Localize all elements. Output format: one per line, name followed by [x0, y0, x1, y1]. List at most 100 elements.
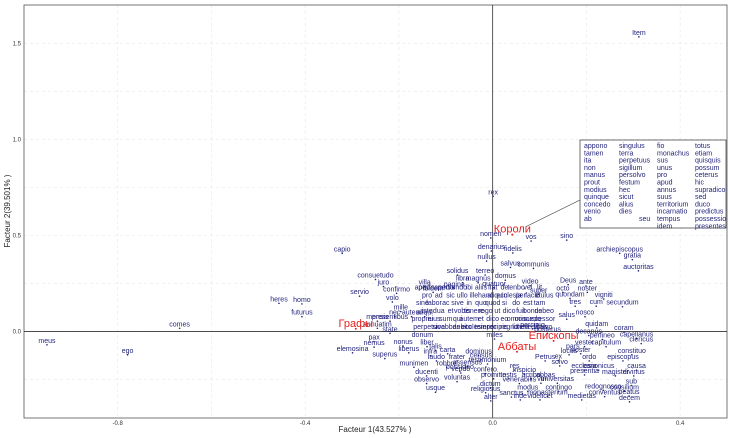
point-label: constituo: [618, 348, 646, 355]
crowd-word: ibi: [466, 284, 473, 291]
plot-frame: [23, 4, 728, 419]
point-marker: [456, 380, 458, 383]
crowd-word: eius: [428, 316, 441, 323]
box-word: tamen: [584, 150, 604, 157]
point-label: consuetudo: [357, 272, 393, 279]
point-marker: [432, 291, 434, 294]
box-word: territorium: [657, 201, 689, 208]
x-tick-label: 0.4: [676, 421, 685, 427]
y-tick-label: 0.5: [13, 234, 22, 240]
point-marker: [445, 366, 448, 369]
box-word: monachus: [657, 150, 690, 157]
cluster-marker: [516, 350, 519, 353]
crowd-word: dico: [486, 316, 499, 323]
crowd-word: per: [516, 292, 527, 299]
box-word: quinque: [584, 194, 609, 201]
point-label: cum: [590, 299, 603, 306]
point-marker: [178, 327, 181, 330]
box-word: fio: [657, 143, 665, 150]
point-marker: [588, 360, 591, 362]
box-word: singulus: [619, 143, 645, 150]
point-marker: [489, 400, 492, 402]
box-word: presentes: [695, 223, 726, 230]
point-label: mensis: [366, 314, 389, 321]
box-word: possum: [695, 165, 720, 172]
crowd-word: fiat: [488, 284, 497, 291]
point-marker: [583, 345, 586, 348]
point-label: modus: [517, 384, 539, 391]
point-marker: [490, 250, 493, 252]
crowd-word: pro: [422, 292, 432, 299]
point-label: fidelis: [504, 246, 522, 253]
point-marker: [477, 281, 479, 284]
point-marker: [489, 237, 492, 239]
x-tick-label: 0.0: [488, 421, 497, 427]
crowd-word: eo: [500, 316, 508, 323]
point-label: observo: [414, 377, 439, 384]
point-label: dominus: [465, 349, 492, 356]
box-leader-line: [525, 199, 581, 228]
crowd-word: si: [502, 300, 508, 307]
point-label: servio: [350, 289, 369, 296]
point-marker: [389, 320, 391, 322]
crowd-word: solvo: [536, 324, 552, 331]
point-marker: [453, 287, 456, 290]
point-label: communis: [517, 261, 549, 268]
point-label: capitulum: [591, 340, 621, 347]
point-marker: [456, 360, 458, 362]
point-marker: [602, 389, 605, 392]
box-word: totus: [695, 143, 711, 150]
point-label: gratia: [624, 253, 642, 260]
point-label: res: [510, 363, 520, 370]
point-label: sanctus: [499, 390, 524, 397]
point-label: nosco: [576, 310, 595, 317]
point-label: abbas: [536, 372, 556, 379]
point-marker: [574, 305, 576, 307]
point-marker: [423, 315, 426, 318]
box-word: predictus: [695, 209, 724, 216]
point-marker: [623, 331, 625, 333]
point-label: decanus: [576, 329, 603, 336]
box-word: etiam: [695, 150, 712, 157]
box-word: appono: [584, 143, 607, 150]
point-marker: [435, 360, 438, 362]
point-label: ordo: [582, 354, 596, 361]
point-label: frater: [449, 354, 466, 361]
point-label: redognosco: [585, 383, 622, 390]
point-marker: [507, 377, 510, 380]
crowd-word: tam: [534, 300, 546, 307]
point-label: ibidem: [423, 285, 444, 292]
point-label: infra: [424, 349, 438, 356]
point-label: ante: [579, 279, 593, 286]
point-label: assensus: [453, 360, 483, 367]
point-label: conventus: [589, 390, 621, 397]
point-label: episcopus: [607, 354, 639, 361]
point-label: percipio: [520, 322, 545, 329]
point-label: solvo: [552, 359, 568, 366]
crowd-word: do: [512, 300, 520, 307]
crowd-word: permaneo: [418, 284, 450, 291]
crowd-word: apud: [415, 284, 431, 291]
cluster-label: Аббаты: [498, 341, 537, 353]
point-marker: [402, 345, 404, 347]
point-label: locus: [561, 348, 578, 355]
box-word: unus: [657, 165, 673, 172]
point-label: aliqui: [417, 310, 434, 317]
point-marker: [484, 392, 487, 394]
crowd-word: sive: [451, 300, 464, 307]
point-label: libra: [456, 276, 469, 283]
point-marker: [382, 285, 385, 288]
point-label: religiosus: [471, 386, 501, 393]
point-marker: [492, 377, 495, 380]
point-label: ducenti: [415, 369, 438, 376]
point-label: nullus: [477, 254, 496, 261]
point-marker: [631, 258, 634, 261]
point-marker: [395, 292, 398, 295]
point-marker: [605, 345, 607, 348]
point-label: juro: [377, 280, 390, 287]
point-marker: [602, 298, 605, 300]
crowd-word: vobis: [454, 308, 471, 315]
point-label: magister: [602, 369, 630, 376]
y-axis-title: Facteur 2(39.501% ): [3, 174, 12, 247]
point-marker: [429, 354, 432, 357]
